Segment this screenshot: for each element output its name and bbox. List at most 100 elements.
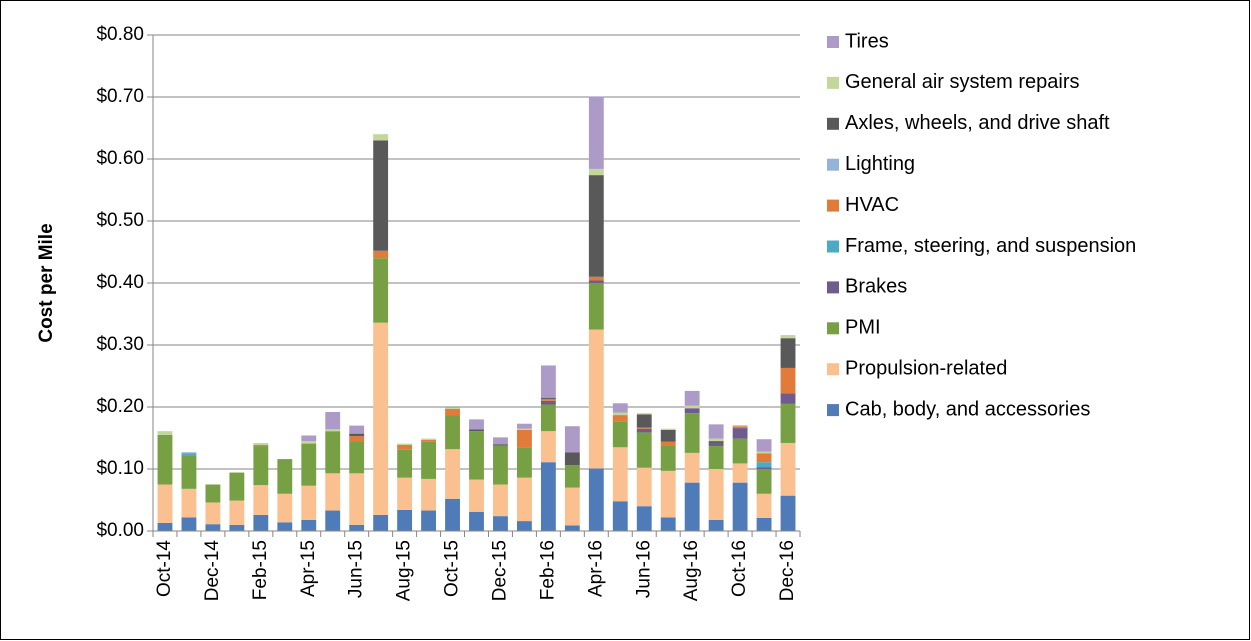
bar-segment [301, 441, 317, 444]
bar-segment [373, 140, 389, 251]
bar-segment [684, 390, 700, 406]
bar-segment [516, 477, 532, 522]
bar-segment [516, 521, 532, 531]
bar-segment [588, 168, 604, 176]
bar-segment [780, 335, 796, 339]
bar-segment [540, 431, 556, 463]
bar-segment [636, 506, 652, 531]
bar-segment [253, 514, 269, 531]
legend-label: Tires [845, 30, 889, 52]
bar-segment [732, 482, 748, 531]
bar-segment [229, 524, 245, 531]
bar-segment [636, 414, 652, 428]
legend-label: General air system repairs [845, 71, 1080, 93]
bar-segment [421, 441, 437, 479]
bar-segment [564, 426, 580, 453]
bar-segment [756, 467, 772, 469]
bar-segment [445, 449, 460, 499]
x-tick-label: Oct-15 [442, 540, 463, 597]
bar-segment [732, 463, 748, 483]
legend-label: Propulsion-related [845, 357, 1007, 379]
bar-segment [205, 484, 221, 503]
bar-segment [564, 487, 580, 526]
bar-segment [588, 283, 604, 330]
bar-segment [516, 428, 532, 430]
bar-segment [349, 436, 365, 442]
bar-segment [421, 478, 437, 511]
bar-segment [493, 445, 508, 485]
x-tick-label: Oct-16 [729, 540, 750, 597]
bar-segment [684, 408, 700, 414]
bar-segment [516, 423, 532, 429]
bar-segment [157, 434, 173, 485]
x-tick-label: Aug-15 [394, 540, 415, 601]
bar-segment [564, 525, 580, 531]
bar-segment [588, 468, 604, 531]
bar-segment [540, 404, 556, 432]
x-tick-label: Jun-15 [346, 540, 367, 598]
bar-segment [684, 452, 700, 483]
legend-label: Axles, wheels, and drive shaft [845, 112, 1110, 134]
bar-segment [732, 428, 748, 439]
legend-label: PMI [845, 317, 881, 339]
bar-segment [445, 415, 460, 450]
bar-segment [349, 441, 365, 474]
bar-segment [540, 400, 556, 405]
x-tick-label: Dec-16 [777, 540, 798, 601]
bar-segment [708, 442, 724, 447]
bar-segment [684, 413, 700, 453]
bar-segment [756, 462, 772, 468]
bar-segment [469, 479, 484, 512]
y-tick-label: $0.10 [96, 458, 144, 479]
bar-segment [181, 455, 197, 489]
bar-segment [421, 438, 437, 440]
y-axis-title: Cost per Mile [36, 223, 57, 342]
bar-segment [349, 473, 365, 525]
bar-segment [732, 438, 748, 464]
bar-segment [756, 451, 772, 454]
bar-segment [612, 403, 628, 413]
x-tick-label: Feb-15 [250, 540, 271, 600]
bar-segment [229, 472, 245, 501]
bar-segment [540, 365, 556, 398]
legend-swatch [827, 363, 839, 376]
bar-segment [660, 428, 676, 430]
bar-segment [301, 435, 317, 442]
bar-segment [708, 446, 724, 469]
legend-swatch [827, 158, 839, 171]
x-tick-label: Feb-16 [537, 540, 558, 600]
bar-segment [732, 424, 748, 427]
bar-segment [588, 96, 604, 169]
bar-segment [636, 413, 652, 415]
bar-segment [612, 421, 628, 448]
bar-segment [493, 444, 508, 446]
bar-segment [684, 482, 700, 531]
bar-segment [756, 453, 772, 463]
bar-segment [397, 444, 413, 450]
legend-swatch [827, 36, 839, 48]
bar-segment [373, 514, 389, 531]
bar-segment [229, 500, 245, 525]
bar-segment [612, 412, 628, 416]
bar-segment [205, 502, 221, 525]
bar-segment [708, 424, 724, 439]
legend-label: Brakes [845, 276, 907, 298]
bar-segment [469, 429, 484, 432]
bar-segment [469, 511, 484, 531]
x-tick-label: Jun-16 [633, 540, 654, 598]
bar-segment [756, 493, 772, 518]
y-tick-label: $0.80 [96, 24, 144, 45]
y-tick-label: $0.40 [96, 272, 144, 293]
bar-segment [301, 443, 317, 486]
bar-segment [588, 280, 604, 283]
bar-segment [157, 522, 173, 531]
bar-segment [157, 484, 173, 523]
bar-segment [253, 442, 269, 445]
legend-swatch [827, 404, 839, 417]
bar-segment [540, 397, 556, 399]
bar-segment [756, 439, 772, 452]
bar-segment [181, 453, 197, 456]
bar-segment [708, 441, 724, 443]
bar-segment [636, 427, 652, 429]
